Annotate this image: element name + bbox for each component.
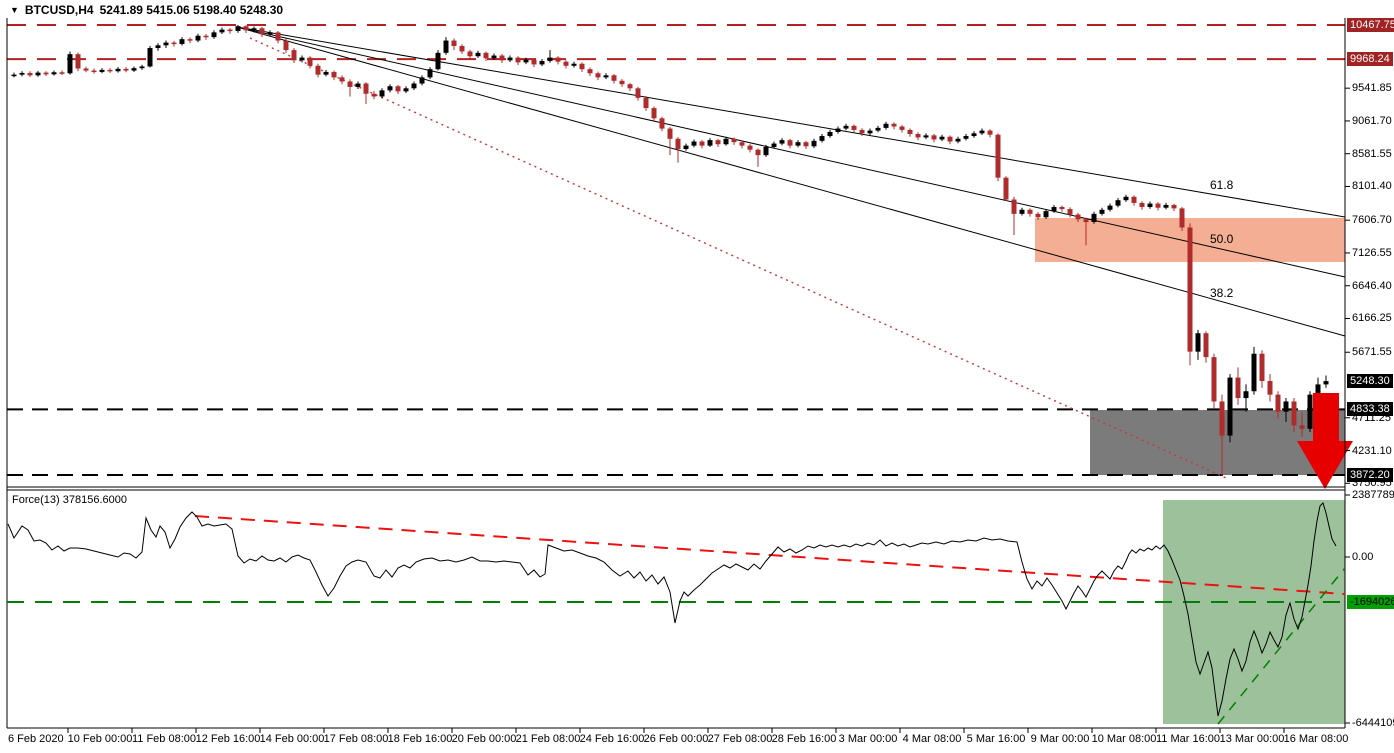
price-badge: 3872.20 xyxy=(1347,468,1393,482)
time-axis-label: 3 Mar 00:00 xyxy=(838,733,898,745)
time-axis-label: 6 Feb 2020 xyxy=(8,733,64,745)
fib-fan-line-0 xyxy=(236,26,1346,218)
time-axis-label: 17 Feb 08:00 xyxy=(323,733,389,745)
time-axis-label: 27 Feb 08:00 xyxy=(707,733,773,745)
price-axis-label: 6166.25 xyxy=(1352,312,1392,325)
price-axis-label: 7606.70 xyxy=(1352,214,1392,227)
time-axis-label: 12 Feb 16:00 xyxy=(195,733,261,745)
fib-fan-line-1 xyxy=(236,26,1346,278)
symbol-period-label: BTCUSD,H4 xyxy=(24,3,94,17)
price-badge: 5248.30 xyxy=(1347,374,1393,389)
time-axis-label: 26 Feb 00:00 xyxy=(643,733,709,745)
price-axis-label: 8101.40 xyxy=(1352,180,1392,193)
indicator-highlight-zone xyxy=(1163,500,1345,724)
fib-fan-label: 50.0 xyxy=(1210,232,1234,246)
time-axis-label: 14 Feb 00:00 xyxy=(259,733,325,745)
price-axis-label: 9541.85 xyxy=(1352,82,1392,95)
price-badge: 4833.38 xyxy=(1347,402,1393,417)
price-axis-label: 7126.55 xyxy=(1352,246,1392,259)
time-axis-label: 11 Feb 08:00 xyxy=(131,733,197,745)
sell-arrow-shaft xyxy=(1313,393,1339,441)
chart-header: ▼ BTCUSD,H4 5241.89 5415.06 5198.40 5248… xyxy=(10,3,283,17)
time-axis-label: 21 Feb 08:00 xyxy=(515,733,581,745)
price-axis-label: 4231.10 xyxy=(1352,444,1392,457)
indicator-name-label: Force(13) 378156.6000 xyxy=(12,494,127,506)
chart-dropdown-icon[interactable]: ▼ xyxy=(10,5,19,15)
candlestick-layer xyxy=(11,25,1329,476)
fib-fan-label: 61.8 xyxy=(1210,178,1234,192)
force-axis-label: -6444109.8 xyxy=(1352,717,1394,729)
time-axis-label: 10 Feb 00:00 xyxy=(67,733,133,745)
time-axis-label: 13 Mar 00:00 xyxy=(1219,733,1285,745)
time-axis-label: 11 Mar 16:00 xyxy=(1155,733,1221,745)
price-axis-label: 5671.55 xyxy=(1352,346,1392,359)
force-index-line xyxy=(7,502,1337,717)
time-axis-label: 9 Mar 00:00 xyxy=(1030,733,1090,745)
time-axis-label: 20 Feb 00:00 xyxy=(451,733,517,745)
sell-arrow-head xyxy=(1297,441,1353,489)
time-axis-label: 18 Feb 16:00 xyxy=(387,733,453,745)
force-axis-label: 0.00 xyxy=(1352,551,1374,563)
force-axis-label: 2387789.2 xyxy=(1352,489,1394,501)
price-badge: 9968.24 xyxy=(1347,52,1393,67)
time-axis-label: 28 Feb 16:00 xyxy=(771,733,837,745)
fib-fan-label: 38.2 xyxy=(1210,286,1234,300)
force-level-badge: -1694026 xyxy=(1347,595,1394,609)
ohlc-quote-label: 5241.89 5415.06 5198.40 5248.30 xyxy=(99,3,284,17)
fib-fan-line-2 xyxy=(236,26,1346,337)
price-axis-label: 9061.70 xyxy=(1352,114,1392,127)
time-axis-label: 16 Mar 08:00 xyxy=(1283,733,1349,745)
price-axis-label: 6646.40 xyxy=(1352,279,1392,292)
force-red-trendline xyxy=(194,515,1346,595)
time-axis-label: 4 Mar 08:00 xyxy=(902,733,962,745)
time-axis-label: 10 Mar 08:00 xyxy=(1091,733,1157,745)
price-axis-label: 8581.55 xyxy=(1352,147,1392,160)
time-axis-label: 5 Mar 16:00 xyxy=(966,733,1026,745)
dotted-red-trendline xyxy=(249,37,1227,479)
force-green-trendline xyxy=(1217,567,1346,725)
price-badge: 10467.75 xyxy=(1347,18,1394,32)
time-axis-label: 24 Feb 16:00 xyxy=(579,733,645,745)
